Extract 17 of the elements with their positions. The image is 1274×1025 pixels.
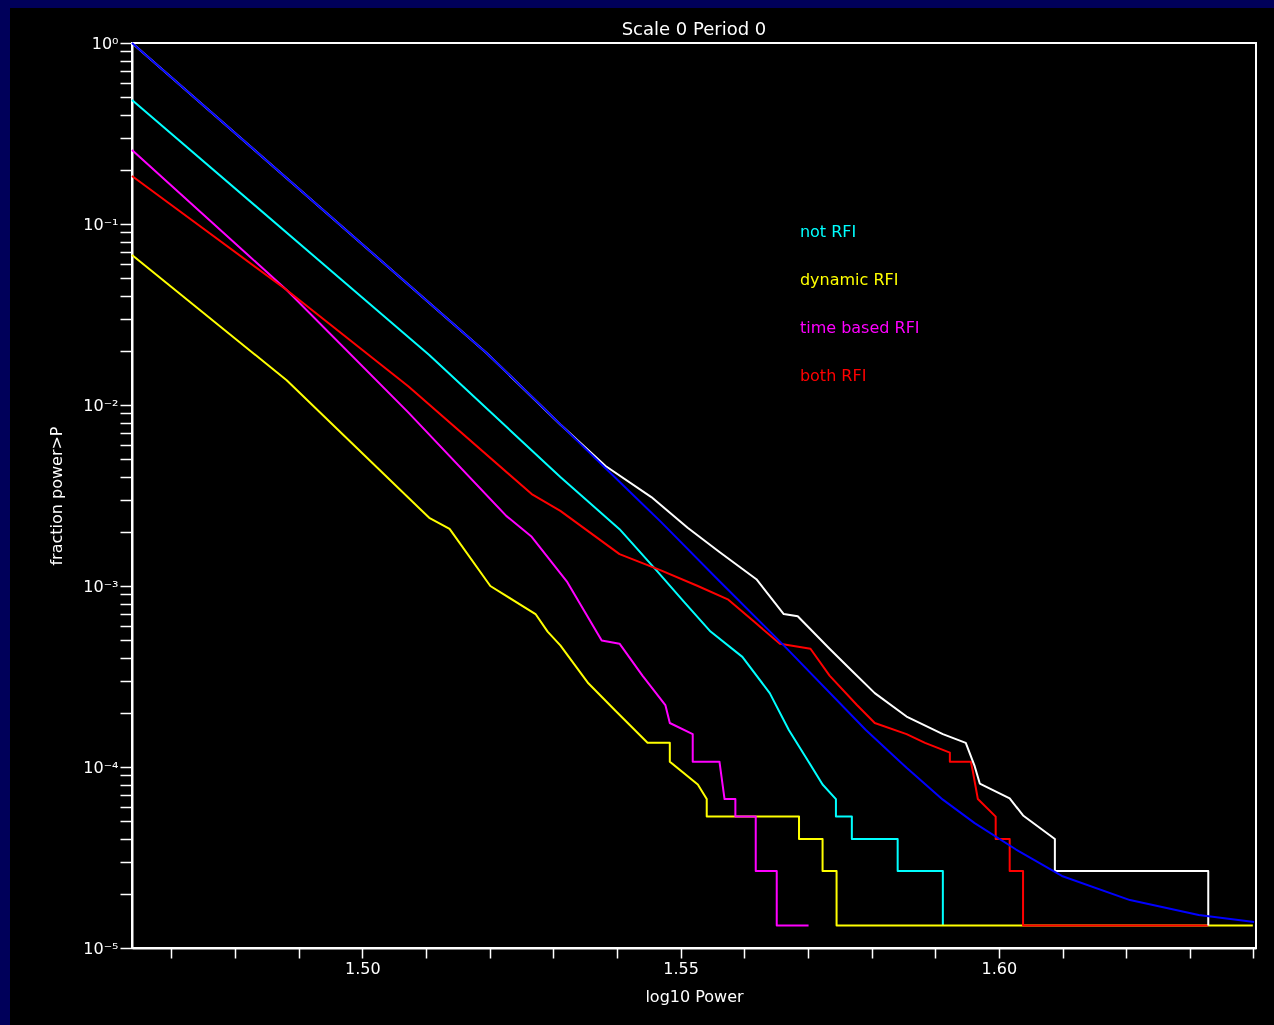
y-tick-label: 10⁻³ — [83, 576, 119, 596]
line-series — [131, 99, 944, 927]
x-axis-title: log10 Power — [645, 986, 745, 1006]
y-tick-label: 10⁻⁴ — [83, 757, 119, 777]
y-axis-title: fraction power>P — [47, 426, 67, 566]
x-tick-label: 1.50 — [345, 958, 381, 978]
x-tick-label: 1.60 — [981, 958, 1018, 978]
text: time based RFI — [799, 318, 920, 337]
chart-title: Scale 0 Period 0 — [621, 18, 767, 39]
y-tick-label: 10⁻¹ — [83, 214, 119, 234]
y-tick-label: 10⁰ — [91, 33, 119, 53]
y-tick-label: 10⁻² — [83, 395, 119, 415]
text: both RFI — [799, 366, 867, 385]
text: not RFI — [799, 222, 857, 241]
y-tick-label: 10⁻⁵ — [83, 938, 119, 958]
text: dynamic RFI — [799, 270, 899, 289]
x-tick-label: 1.55 — [663, 958, 699, 978]
